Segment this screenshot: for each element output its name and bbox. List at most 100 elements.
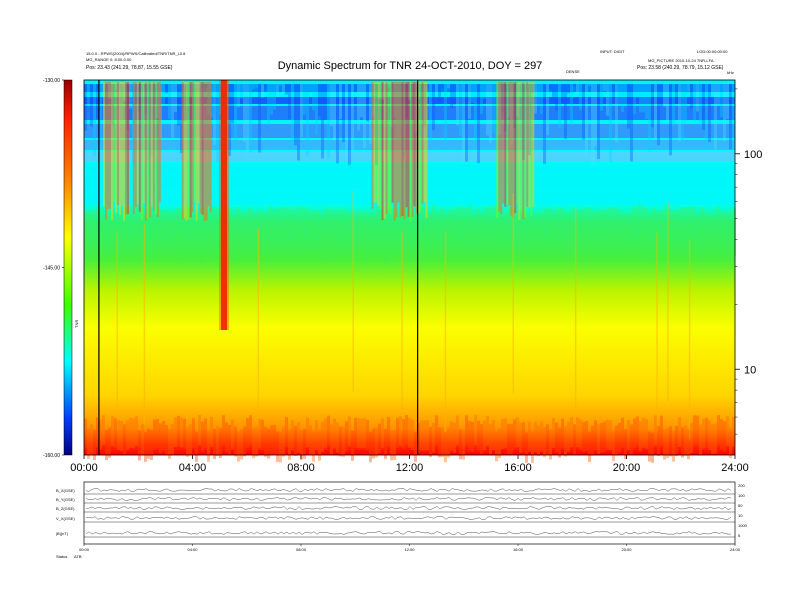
green-texture — [92, 209, 96, 233]
green-texture — [680, 207, 684, 235]
texture-column — [342, 84, 345, 143]
texture-column — [243, 84, 246, 142]
burst-column — [417, 82, 420, 213]
texture-column — [579, 84, 582, 111]
bottom-speckle — [270, 425, 273, 456]
green-texture — [604, 209, 608, 254]
green-texture — [216, 207, 220, 240]
lower-x-tick-label: 04:00 — [187, 547, 198, 552]
texture-column — [606, 84, 609, 116]
bottom-speckle — [540, 421, 543, 452]
burst-column — [405, 82, 408, 208]
bottom-speckle — [603, 421, 606, 452]
bottom-speckle — [87, 428, 90, 459]
thin-streak — [401, 231, 403, 432]
green-texture — [564, 212, 568, 252]
green-texture — [616, 209, 620, 244]
green-texture — [300, 206, 304, 248]
bottom-speckle — [273, 424, 276, 455]
burst-column — [502, 82, 505, 204]
texture-column — [180, 84, 183, 154]
bottom-speckle — [342, 426, 345, 457]
burst-column — [138, 82, 141, 212]
bottom-speckle — [429, 427, 432, 458]
bottom-speckle — [396, 418, 399, 449]
row-label: B_Y(GSE) — [56, 497, 75, 502]
texture-column — [597, 84, 600, 160]
bottom-speckle — [144, 431, 147, 462]
bottom-speckle — [129, 417, 132, 448]
green-texture — [124, 205, 128, 252]
header-mid: DENSE — [566, 69, 580, 74]
texture-column — [468, 84, 471, 119]
texture-column — [492, 84, 495, 133]
green-texture — [200, 213, 204, 263]
bottom-speckle — [303, 428, 306, 459]
bottom-speckle — [315, 420, 318, 451]
green-texture — [236, 207, 240, 250]
texture-column — [261, 84, 264, 98]
green-texture — [612, 206, 616, 241]
texture-column — [480, 84, 483, 115]
bottom-speckle — [345, 421, 348, 452]
burst-column — [526, 82, 529, 207]
bottom-speckle — [507, 423, 510, 454]
bottom-speckle — [369, 432, 372, 463]
texture-column — [615, 84, 618, 143]
texture-column — [285, 84, 288, 95]
bottom-speckle — [153, 419, 156, 450]
header-left: 15.0.0 - RPWS(2004)/RPWS/Calibrated/TNR/… — [86, 51, 186, 71]
burst-column — [395, 82, 398, 218]
bottom-speckle — [639, 421, 642, 452]
texture-column — [720, 84, 723, 117]
bottom-speckle — [615, 425, 618, 456]
bottom-speckle — [399, 416, 402, 447]
bottom-speckle — [720, 419, 723, 450]
thin-streak — [257, 228, 259, 429]
bottom-speckle — [258, 418, 261, 449]
bottom-speckle — [471, 421, 474, 452]
bottom-speckle — [564, 426, 567, 457]
green-texture — [240, 212, 244, 243]
bottom-speckle — [282, 426, 285, 457]
burst-column — [530, 82, 533, 217]
bottom-speckle — [633, 418, 636, 449]
lower-right-label: 1000 — [738, 523, 748, 528]
green-texture — [696, 214, 700, 243]
bottom-speckle — [210, 416, 213, 447]
texture-column — [489, 84, 492, 143]
texture-column — [363, 84, 366, 149]
texture-column — [675, 84, 678, 104]
x-tick-label: 24:00 — [721, 462, 749, 474]
lower-right-label: 50 — [738, 503, 743, 508]
texture-column — [486, 84, 489, 136]
bottom-speckle — [666, 428, 669, 459]
green-texture — [400, 207, 404, 231]
row-trace — [85, 497, 732, 501]
green-texture — [712, 214, 716, 250]
row-label: V_X(GSE) — [56, 516, 75, 521]
burst-column — [199, 82, 202, 214]
bottom-speckle — [441, 427, 444, 458]
lower-x-tick-label: 08:00 — [296, 547, 307, 552]
texture-column — [435, 84, 438, 95]
green-texture — [120, 208, 124, 248]
burst-column — [401, 82, 404, 216]
texture-column — [639, 84, 642, 113]
burst-column — [201, 82, 204, 215]
burst-column — [500, 82, 503, 214]
green-texture — [288, 206, 292, 232]
bottom-speckle — [192, 418, 195, 449]
burst-column — [520, 82, 523, 212]
burst-column — [144, 82, 147, 221]
green-texture — [440, 208, 444, 232]
burst-column — [187, 82, 190, 220]
green-texture — [704, 212, 708, 247]
bottom-speckle — [114, 418, 117, 449]
burst-column — [407, 82, 410, 217]
bottom-speckle — [435, 415, 438, 446]
green-texture — [428, 213, 432, 238]
x-tick-label: 16:00 — [504, 462, 532, 474]
green-texture — [368, 213, 372, 246]
